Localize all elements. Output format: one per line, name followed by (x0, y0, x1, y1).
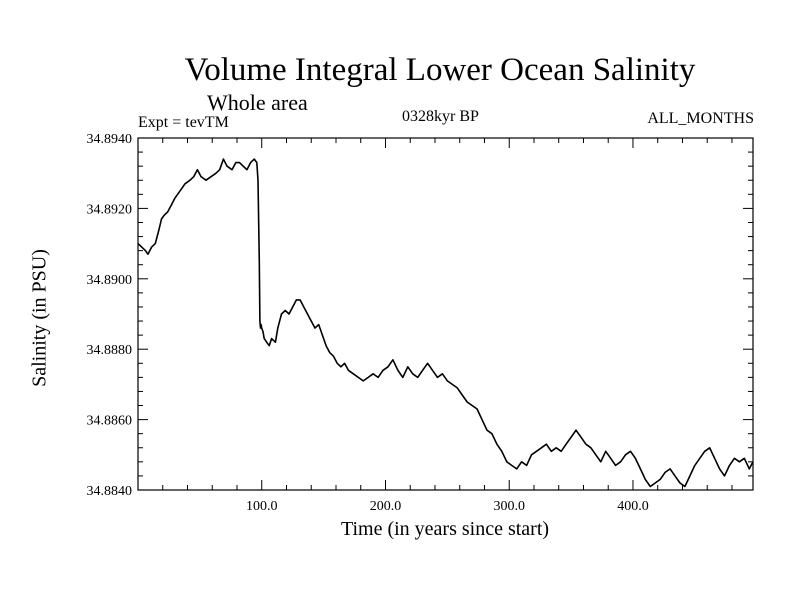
y-tick-label: 34.8920 (87, 202, 133, 217)
y-tick-labels: 34.8840 34.8860 34.8880 34.8900 34.8920 34.89… (87, 132, 133, 499)
chart-subtitle: Whole area (207, 90, 308, 115)
x-tick-label: 100.0 (246, 499, 278, 514)
period-label: 0328kyr BP (402, 108, 479, 125)
plot-frame (137, 137, 754, 491)
axis-ticks (138, 137, 753, 491)
months-label: ALL_MONTHS (647, 110, 754, 127)
x-tick-label: 300.0 (493, 499, 525, 514)
y-tick-label: 34.8860 (87, 414, 133, 429)
x-tick-label: 200.0 (370, 499, 402, 514)
y-tick-label: 34.8880 (87, 343, 133, 358)
x-tick-labels: 100.0 200.0 300.0 400.0 (246, 499, 649, 514)
series-line (137, 158, 754, 488)
x-axis-label: Time (in years since start) (340, 518, 550, 540)
y-axis-label: Salinity (in PSU) (28, 249, 51, 387)
experiment-label: Expt = tevTM (138, 114, 229, 131)
chart-title: Volume Integral Lower Ocean Salinity (184, 52, 696, 88)
y-tick-label: 34.8940 (87, 132, 133, 147)
x-tick-label: 400.0 (617, 499, 649, 514)
y-tick-label: 34.8840 (87, 484, 133, 499)
y-tick-label: 34.8900 (87, 273, 133, 288)
